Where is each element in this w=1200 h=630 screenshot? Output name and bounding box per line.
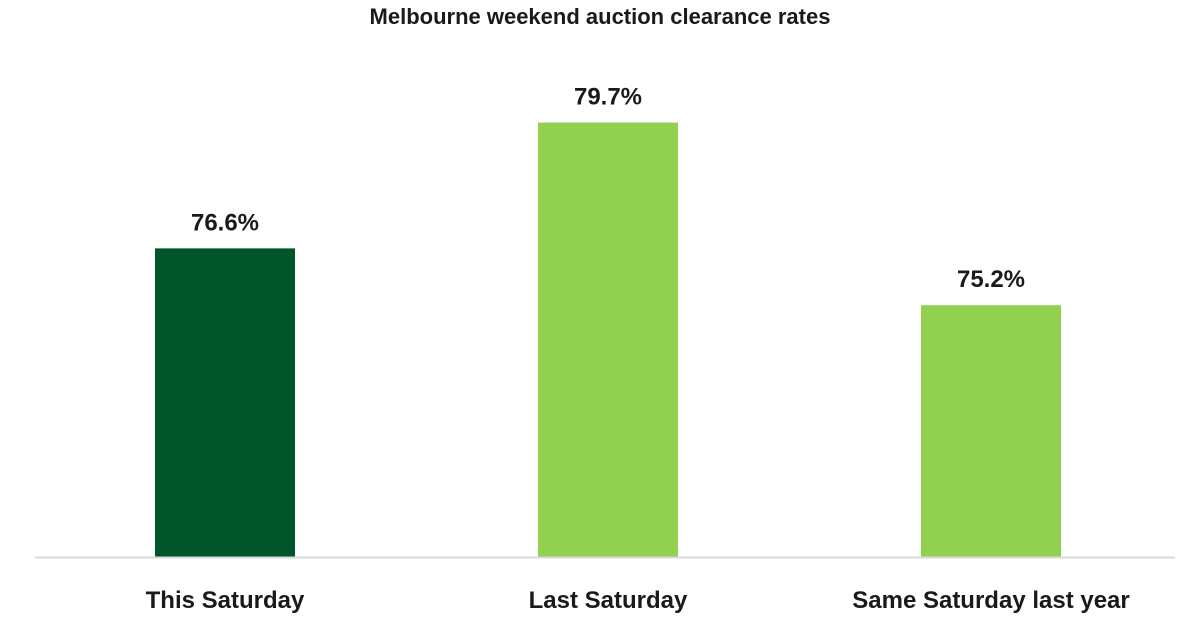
bar-2 — [538, 122, 678, 558]
data-label-1: 76.6% — [191, 209, 259, 236]
category-label-2: Last Saturday — [529, 587, 688, 614]
chart-title: Melbourne weekend auction clearance rate… — [369, 4, 831, 29]
bar-1 — [155, 248, 295, 558]
bar-3 — [921, 305, 1061, 557]
data-label-2: 79.7% — [574, 83, 642, 110]
category-label-1: This Saturday — [146, 587, 305, 614]
data-label-3: 75.2% — [957, 266, 1025, 293]
category-label-3: Same Saturday last year — [852, 587, 1130, 614]
